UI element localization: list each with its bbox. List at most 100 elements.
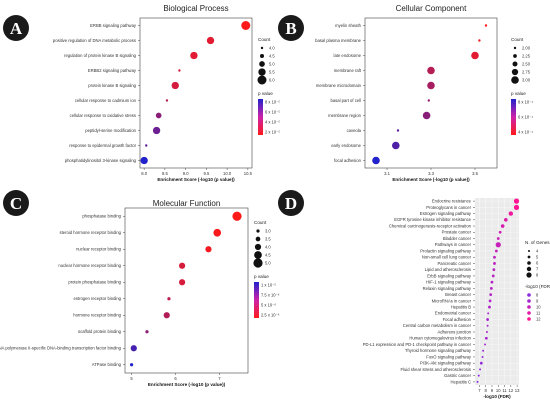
x-tick-label: 8.0: [141, 171, 147, 176]
x-tick-label: 11: [502, 388, 507, 393]
size-legend-dot: [527, 255, 531, 259]
size-legend-label: 2.00: [522, 45, 531, 50]
size-legend-title: Count: [254, 220, 267, 225]
data-point-hormone-receptor-binding: [163, 312, 170, 319]
category-label-pathways-in-cancer: Pathways in cancer: [435, 242, 472, 247]
data-point-focal-adhesion: [372, 156, 380, 165]
category-label-nuclear-hormone-receptor-binding: nuclear hormone receptor binding: [58, 263, 121, 268]
color-legend-label: 2 x 10⁻⁵: [265, 129, 280, 134]
data-point-prostate-cancer: [498, 230, 502, 234]
plot-frame: [139, 17, 253, 169]
data-point-lipid-and-atherosclerosis: [492, 268, 496, 272]
data-point-erbb-signaling-pathway: [241, 21, 251, 30]
size-legend-label: 5.0: [265, 260, 271, 265]
category-label-cellular-response-to-cadmium-ion: cellular response to cadmium ion: [75, 98, 137, 103]
category-label-relaxin-signaling-pathway: Relaxin signaling pathway: [423, 286, 472, 291]
data-point-response-to-epidermal-growth-factor: [145, 144, 148, 147]
category-label-prolactin-signaling-pathway: Prolactin signaling pathway: [420, 248, 472, 253]
data-point-scaffold-protein-binding: [145, 330, 149, 334]
color-legend-title: p value: [511, 91, 526, 96]
x-tick-label: 3.3: [428, 171, 434, 176]
category-label-atpase-binding: ATPase binding: [92, 362, 122, 367]
data-point-foxo-signaling-pathway: [481, 355, 484, 358]
category-label-pancreatic-cancer: Pancreatic cancer: [437, 261, 471, 266]
category-label-phosphatidylinositol-3-kinase-signaling: phosphatidylinositol 3-kinase signaling: [65, 158, 137, 163]
category-label-basal-plasma-membrane: basal plasma membrane: [315, 38, 362, 43]
data-point-membrane-microdomain: [427, 81, 435, 90]
category-label-pd-l1-expression-and-pd-1-checkpoint-pat: PD-L1 expression and PD-1 checkpoint pat…: [363, 342, 472, 347]
color-legend-label: 5 x 10⁻⁶: [261, 302, 276, 307]
data-point-chemical-carcinogenesis-receptor-activat: [500, 224, 505, 228]
size-legend-label: 3.00: [522, 77, 531, 82]
data-point-bladder-cancer: [496, 237, 500, 240]
data-point-cellular-response-to-cadmium-ion: [165, 99, 169, 102]
panel-badge-letter: D: [285, 194, 297, 213]
panel-kegg-pathways: Endocrine resistance Proteoglycans in can…: [275, 190, 550, 405]
color-legend-dot: [527, 317, 531, 321]
category-label-erbb-signaling-pathway: ERBB signaling pathway: [90, 23, 137, 28]
data-point-protein-phosphatase-binding: [179, 279, 186, 286]
category-label-late-endosome: late endosome: [334, 53, 362, 58]
panel-badge-letter: C: [10, 194, 22, 213]
category-label-caveola: caveola: [347, 128, 362, 133]
panel-badge: [278, 190, 304, 216]
x-axis-title: Enrichment Score (-log10 (p value)): [157, 177, 235, 182]
data-point-cellular-response-to-oxidative-stress: [155, 112, 162, 119]
color-legend-bar: [511, 99, 516, 135]
size-legend-label: 2.75: [522, 69, 531, 74]
category-label-hepatitis-c: Hepatitis C: [451, 379, 471, 384]
size-legend-dot: [260, 46, 264, 50]
category-label-proteoglycans-in-cancer: Proteoglycans in cancer: [426, 205, 471, 210]
category-label-protein-kinase-b-signaling: protein kinase B signaling: [88, 83, 136, 88]
panel-badge-letter: A: [10, 19, 23, 38]
category-label-phosphatase-binding: phosphatase binding: [82, 214, 121, 219]
panel-molecular-function: Molecular Function phosphatase binding ste…: [0, 190, 280, 405]
category-label-endometrial-cancer: Endometrial cancer: [435, 311, 472, 316]
size-legend-label: 2.50: [522, 61, 531, 66]
data-point-steroid-hormone-receptor-binding: [213, 228, 222, 237]
x-tick-label: 8: [485, 388, 488, 393]
size-legend-label: 2.25: [522, 53, 531, 58]
size-legend-label: 3.5: [265, 236, 271, 241]
category-label-peptidyl-serine-modification: peptidyl-serine modification: [85, 128, 136, 133]
category-label-human-cytomegalovirus-infection: Human cytomegalovirus infection: [409, 336, 471, 341]
size-legend-label: 6.0: [269, 77, 275, 82]
data-point-estrogen-signaling-pathway: [508, 211, 514, 216]
panel-badge: [278, 15, 304, 41]
data-point-micrornas-in-cancer: [488, 299, 492, 303]
size-legend-label: 4.0: [269, 45, 275, 50]
color-legend-label: 8: [536, 292, 539, 297]
size-legend-label: 4.5: [265, 252, 271, 257]
x-tick-label: 5: [130, 376, 133, 381]
data-point-central-carbon-metabolism-in-cancer: [486, 324, 489, 327]
size-legend-dot: [512, 61, 518, 67]
data-point-early-endosome: [392, 141, 400, 150]
category-label-thyroid-hormone-signaling-pathway: Thyroid hormone signaling pathway: [405, 348, 472, 353]
color-legend-label: 9: [536, 298, 539, 303]
size-legend-label: 4: [536, 248, 539, 253]
category-label-gastric-cancer: Gastric cancer: [444, 373, 472, 378]
size-legend-label: 8: [536, 272, 539, 277]
category-label-non-small-cell-lung-cancer: Non-small cell lung cancer: [422, 255, 472, 260]
category-label-membrane-microdomain: membrane microdomain: [316, 83, 362, 88]
size-legend-dot: [255, 236, 261, 242]
data-point-proteoglycans-in-cancer: [513, 204, 520, 210]
category-label-myelin-sheath: myelin sheath: [335, 23, 362, 28]
data-point-late-endosome: [471, 51, 479, 60]
size-legend-label: 6: [536, 260, 539, 265]
category-label-steroid-hormone-receptor-binding: steroid hormone receptor binding: [60, 230, 122, 235]
x-tick-label: 8.5: [162, 171, 168, 176]
category-label-adherens-junction: Adherens junction: [437, 329, 471, 334]
size-legend-dot: [511, 68, 519, 76]
data-point-hif-1-signaling-pathway: [490, 280, 494, 284]
category-label-hif-1-signaling-pathway: HIF-1 signaling pathway: [426, 280, 472, 285]
color-legend-label: 12: [536, 316, 541, 321]
data-point-peptidyl-serine-modification: [152, 126, 161, 135]
color-legend-label: 7.5 x 10⁻⁶: [261, 292, 280, 297]
size-legend-label: 4.5: [269, 53, 275, 58]
data-point-nuclear-hormone-receptor-binding: [179, 262, 186, 269]
size-legend-dot: [256, 229, 260, 233]
x-tick-label: 9.5: [203, 171, 209, 176]
x-axis-title: Enrichment Score (-log10 (p value)): [148, 382, 226, 387]
